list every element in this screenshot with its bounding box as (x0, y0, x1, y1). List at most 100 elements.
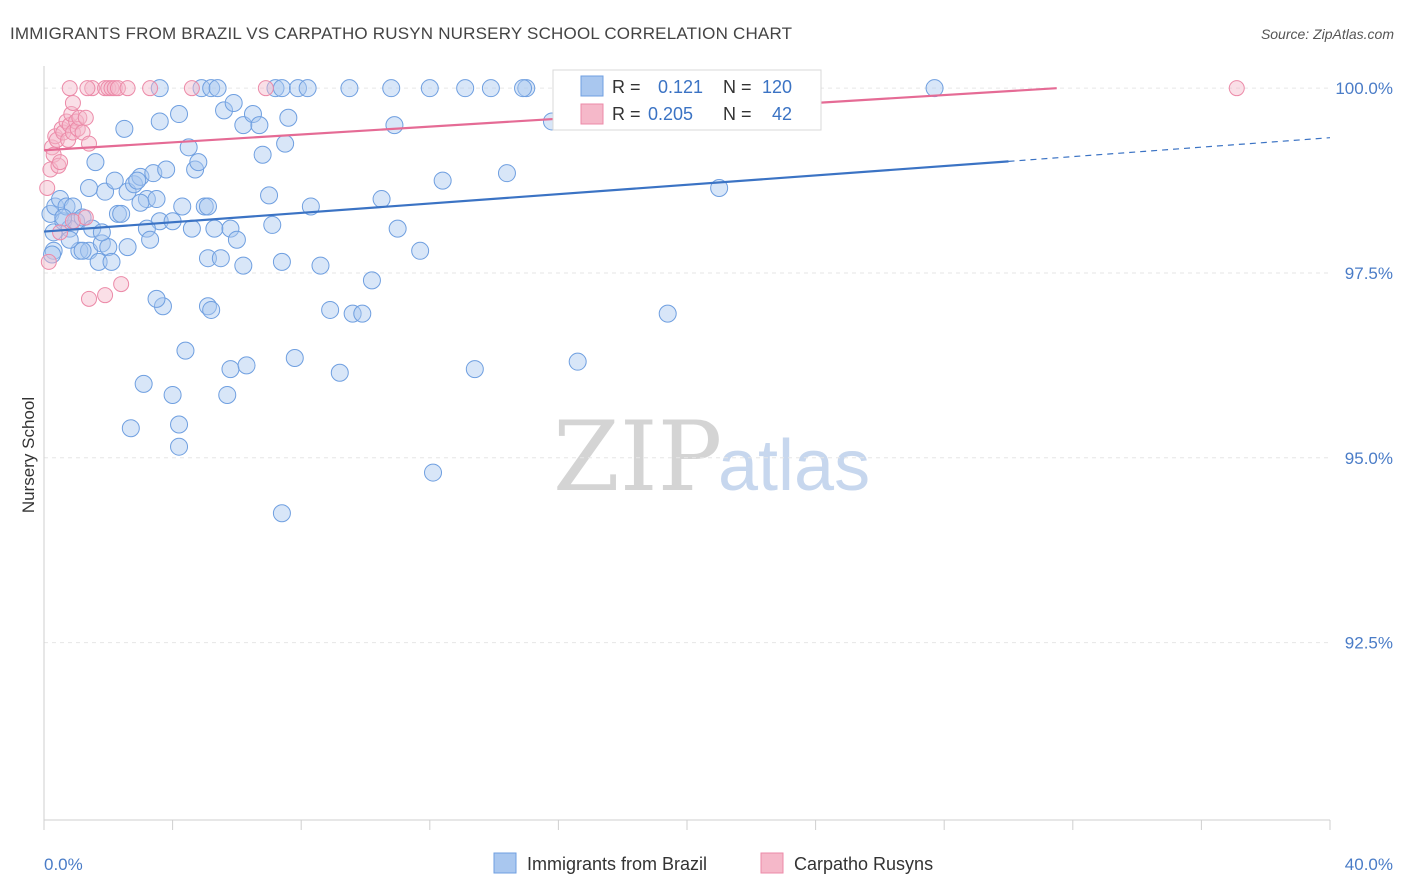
brazil-point-113 (80, 178, 99, 197)
brazil-point-68 (272, 252, 291, 271)
brazil-point-105 (465, 360, 484, 379)
rusyn-point-30 (119, 80, 136, 97)
brazil-point-56 (243, 105, 262, 124)
stats-n-label-brazil: N = (723, 77, 752, 97)
brazil-point-73 (362, 271, 381, 290)
brazil-point-61 (272, 79, 291, 98)
brazil-point-48 (179, 138, 198, 157)
brazil-point-71 (343, 304, 362, 323)
rusyn-point-31 (142, 80, 159, 97)
brazil-point-54 (224, 93, 243, 112)
x-tick-labels: 0.0% 40.0% (44, 855, 1393, 874)
rusyn-point-41 (1228, 80, 1245, 97)
brazil-point-94 (237, 356, 256, 375)
brazil-point-87 (198, 197, 217, 216)
brazil-point-45 (115, 119, 134, 138)
brazil-point-81 (481, 79, 500, 98)
brazil-point-80 (456, 79, 475, 98)
brazil-point-91 (202, 300, 221, 319)
legend-label-rusyn: Carpatho Rusyns (794, 854, 933, 874)
brazil-point-88 (153, 297, 172, 316)
chart-title: IMMIGRANTS FROM BRAZIL VS CARPATHO RUSYN… (10, 24, 792, 43)
legend-label-brazil: Immigrants from Brazil (527, 854, 707, 874)
brazil-point-112 (128, 171, 147, 190)
brazil-point-57 (250, 116, 269, 135)
brazil-point-100 (170, 415, 189, 434)
brazil-point-102 (170, 437, 189, 456)
brazil-point-15 (89, 252, 108, 271)
brazil-point-37 (198, 249, 217, 268)
stats-r-value-rusyn: 0.205 (648, 104, 693, 124)
rusyn-point-32 (183, 80, 200, 97)
brazil-point-40 (141, 230, 160, 249)
stats-box: R = 0.121 N = 120 R = 0.205 N = 42 (552, 69, 822, 131)
rusyn-point-39 (97, 287, 114, 304)
brazil-point-51 (202, 79, 221, 98)
y-tick-labels: 100.0% 97.5% 95.0% 92.5% (1335, 79, 1393, 652)
brazil-point-75 (385, 116, 404, 135)
brazil-trend-line (43, 160, 1009, 233)
brazil-point-89 (147, 289, 166, 308)
brazil-point-111 (382, 79, 401, 98)
legend-swatch-rusyn (760, 852, 784, 874)
rusyn-point-40 (113, 276, 130, 293)
brazil-point-33 (205, 219, 224, 238)
brazil-point-65 (298, 79, 317, 98)
brazil-point-110 (514, 79, 533, 98)
brazil-point-64 (288, 79, 307, 98)
rusyn-point-27 (109, 80, 126, 97)
brazil-point-59 (260, 186, 279, 205)
stats-r-label-rusyn: R = (612, 104, 641, 124)
y-tick-label-0: 100.0% (1335, 79, 1393, 98)
brazil-point-97 (134, 374, 153, 393)
brazil-point-99 (218, 385, 237, 404)
brazil-point-36 (234, 256, 253, 275)
brazil-point-46 (150, 112, 169, 131)
rusyn-point-21 (64, 94, 81, 111)
x-tick-label-1: 40.0% (1345, 855, 1393, 874)
brazil-point-69 (311, 256, 330, 275)
stats-r-label-brazil: R = (612, 77, 641, 97)
brazil-point-77 (411, 241, 430, 260)
brazil-point-50 (192, 79, 211, 98)
rusyn-point-33 (257, 80, 274, 97)
stats-swatch-brazil (580, 75, 604, 97)
y-tick-label-3: 92.5% (1345, 634, 1393, 653)
data-points (39, 79, 1245, 523)
stats-n-value-rusyn: 42 (772, 104, 792, 124)
legend-swatch-brazil (493, 852, 517, 874)
brazil-point-85 (340, 79, 359, 98)
brazil-point-60 (266, 79, 285, 98)
watermark-atlas: atlas (718, 426, 870, 506)
rusyn-point-29 (61, 80, 78, 97)
x-tick-label-0: 0.0% (44, 855, 83, 874)
brazil-point-30 (182, 219, 201, 238)
brazil-point-93 (221, 360, 240, 379)
brazil-point-118 (43, 245, 62, 264)
watermark: ZIP atlas (553, 401, 870, 513)
brazil-point-115 (102, 252, 121, 271)
y-axis-label: Nursery School (19, 397, 38, 513)
rusyn-point-19 (77, 109, 94, 126)
brazil-point-41 (118, 238, 137, 257)
brazil-point-62 (276, 134, 295, 153)
brazil-point-27 (157, 160, 176, 179)
stats-swatch-rusyn (580, 103, 604, 125)
brazil-point-109 (925, 79, 944, 98)
brazil-point-119 (131, 193, 150, 212)
brazil-point-107 (658, 304, 677, 323)
brazil-point-79 (433, 171, 452, 190)
rusyn-point-7 (52, 154, 69, 171)
brazil-point-49 (189, 153, 208, 172)
legend: Immigrants from Brazil Carpatho Rusyns (493, 852, 933, 874)
brazil-point-6 (57, 197, 76, 216)
brazil-point-66 (301, 197, 320, 216)
brazil-point-86 (150, 79, 169, 98)
stats-n-value-brazil: 120 (762, 77, 792, 97)
brazil-point-43 (112, 204, 131, 223)
brazil-point-47 (170, 105, 189, 124)
brazil-point-63 (279, 108, 298, 127)
chart-source: Source: ZipAtlas.com (1261, 26, 1394, 42)
brazil-point-78 (420, 79, 439, 98)
